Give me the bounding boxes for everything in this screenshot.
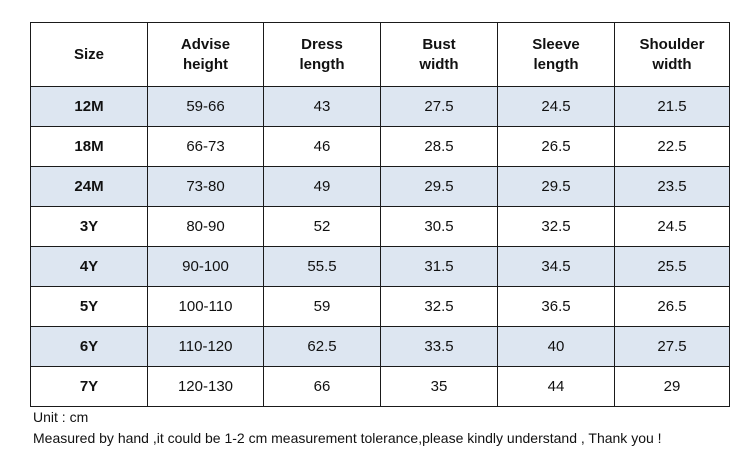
size-cell: 4Y [30,246,148,287]
header-row: Size Advise height Dress length Bust width … [30,22,730,87]
measurement-cell: 59 [263,286,381,327]
measurement-cell: 36.5 [497,286,615,327]
measurement-cell: 46 [263,126,381,167]
measurement-cell: 66-73 [147,126,264,167]
unit-note: Unit : cm [33,409,89,425]
measurement-cell: 40 [497,326,615,367]
measurement-cell: 32.5 [380,286,498,327]
measurement-cell: 34.5 [497,246,615,287]
table-row: 6Y 110-120 62.5 33.5 40 27.5 [30,326,730,367]
size-cell: 3Y [30,206,148,247]
measurement-cell: 31.5 [380,246,498,287]
measurement-cell: 24.5 [614,206,730,247]
measurement-cell: 120-130 [147,366,264,407]
size-cell: 12M [30,86,148,127]
header-sleeve-length: Sleeve length [497,22,615,87]
measurement-cell: 52 [263,206,381,247]
header-dress-length: Dress length [263,22,381,87]
table-row: 7Y 120-130 66 35 44 29 [30,366,730,407]
size-cell: 6Y [30,326,148,367]
measurement-cell: 44 [497,366,615,407]
measurement-cell: 43 [263,86,381,127]
size-cell: 5Y [30,286,148,327]
size-chart-table: Size Advise height Dress length Bust width … [30,22,730,407]
measurement-cell: 28.5 [380,126,498,167]
measurement-cell: 29 [614,366,730,407]
header-bust-width: Bust width [380,22,498,87]
measurement-cell: 55.5 [263,246,381,287]
measurement-cell: 90-100 [147,246,264,287]
measurement-cell: 30.5 [380,206,498,247]
measurement-cell: 49 [263,166,381,207]
header-shoulder-width: Shoulder width [614,22,730,87]
measurement-cell: 22.5 [614,126,730,167]
table-row: 4Y 90-100 55.5 31.5 34.5 25.5 [30,246,730,287]
measurement-cell: 26.5 [497,126,615,167]
measurement-cell: 59-66 [147,86,264,127]
measurement-cell: 29.5 [380,166,498,207]
tolerance-note: Measured by hand ,it could be 1-2 cm mea… [33,430,662,446]
measurement-cell: 25.5 [614,246,730,287]
measurement-cell: 27.5 [614,326,730,367]
table-row: 12M 59-66 43 27.5 24.5 21.5 [30,86,730,127]
measurement-cell: 80-90 [147,206,264,247]
measurement-cell: 26.5 [614,286,730,327]
table-row: 5Y 100-110 59 32.5 36.5 26.5 [30,286,730,327]
measurement-cell: 66 [263,366,381,407]
measurement-cell: 110-120 [147,326,264,367]
table-row: 3Y 80-90 52 30.5 32.5 24.5 [30,206,730,247]
measurement-cell: 29.5 [497,166,615,207]
table-row: 24M 73-80 49 29.5 29.5 23.5 [30,166,730,207]
measurement-cell: 23.5 [614,166,730,207]
header-advise-height: Advise height [147,22,264,87]
measurement-cell: 35 [380,366,498,407]
measurement-cell: 73-80 [147,166,264,207]
measurement-cell: 27.5 [380,86,498,127]
measurement-cell: 100-110 [147,286,264,327]
measurement-cell: 32.5 [497,206,615,247]
measurement-cell: 62.5 [263,326,381,367]
table-row: 18M 66-73 46 28.5 26.5 22.5 [30,126,730,167]
size-cell: 18M [30,126,148,167]
header-size: Size [30,22,148,87]
measurement-cell: 33.5 [380,326,498,367]
size-cell: 24M [30,166,148,207]
measurement-cell: 24.5 [497,86,615,127]
table-body: 12M 59-66 43 27.5 24.5 21.5 18M 66-73 46 28.5 26.5… [30,86,730,407]
measurement-cell: 21.5 [614,86,730,127]
size-cell: 7Y [30,366,148,407]
